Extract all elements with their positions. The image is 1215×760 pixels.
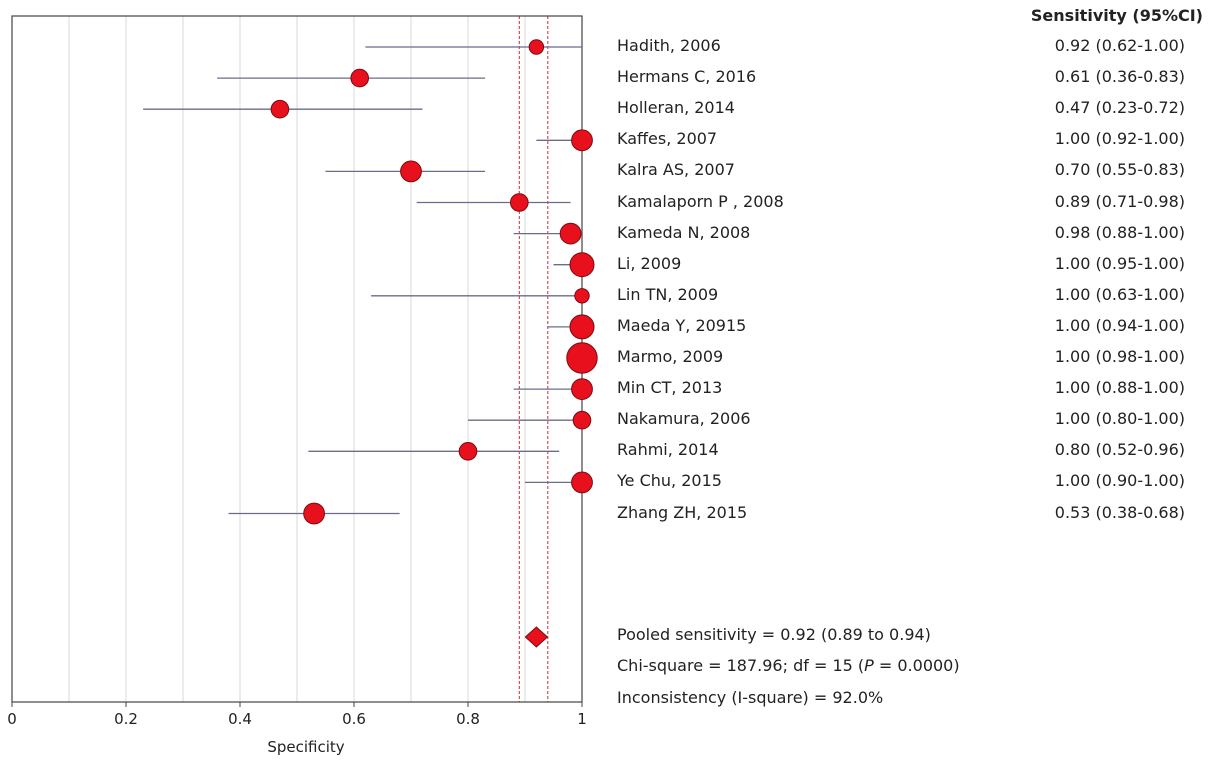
study-ci-text: 0.89 (0.71-0.98) xyxy=(1054,191,1185,211)
study-marker xyxy=(569,314,595,340)
x-tick-label: 0.8 xyxy=(456,710,480,728)
study-ci-text: 1.00 (0.88-1.00) xyxy=(1054,378,1185,398)
study-ci-text: 1.00 (0.95-1.00) xyxy=(1054,253,1185,273)
study-label: Maeda Y, 20915 xyxy=(617,315,747,335)
study-label: Hermans C, 2016 xyxy=(617,67,757,87)
chi-suffix: = 0.0000) xyxy=(873,656,960,675)
study-label: Min CT, 2013 xyxy=(617,378,723,398)
study-ci-text: 0.98 (0.88-1.00) xyxy=(1054,222,1185,242)
study-marker xyxy=(400,160,422,183)
study-marker xyxy=(270,99,290,119)
study-marker xyxy=(569,252,595,278)
chi-square-text: Chi-square = 187.96; df = 15 (P = 0.0000… xyxy=(617,656,960,675)
x-tick-label: 1 xyxy=(577,710,587,728)
study-ci-text: 0.53 (0.38-0.68) xyxy=(1054,502,1185,522)
study-marker xyxy=(510,193,529,212)
study-marker xyxy=(528,39,545,55)
study-marker xyxy=(571,129,593,152)
study-marker xyxy=(303,502,326,525)
x-tick-label: 0.4 xyxy=(228,710,252,728)
study-label: Kaffes, 2007 xyxy=(617,129,718,149)
study-ci-text: 1.00 (0.98-1.00) xyxy=(1054,347,1185,366)
study-ci-text: 0.70 (0.55-0.83) xyxy=(1054,160,1185,180)
x-axis-ticks: 0 0.2 0.4 0.6 0.8 1 xyxy=(7,702,587,728)
study-label: Ye Chu, 2015 xyxy=(617,471,722,491)
study-ci-text: 1.00 (0.94-1.00) xyxy=(1054,315,1185,335)
pooled-diamond-group xyxy=(524,626,549,648)
study-marker xyxy=(566,342,598,374)
study-label: Rahmi, 2014 xyxy=(617,440,719,460)
pooled-sensitivity-text: Pooled sensitivity = 0.92 (0.89 to 0.94) xyxy=(617,625,931,644)
x-tick-label: 0 xyxy=(7,710,17,728)
study-label: Zhang ZH, 2015 xyxy=(617,502,748,522)
study-ci-text: 1.00 (0.90-1.00) xyxy=(1054,471,1185,491)
study-markers xyxy=(143,39,598,525)
study-ci-text: 1.00 (0.63-1.00) xyxy=(1054,284,1185,304)
study-label: Li, 2009 xyxy=(617,253,682,273)
study-label: Holleran, 2014 xyxy=(617,98,735,118)
study-label: Lin TN, 2009 xyxy=(617,284,719,304)
x-tick-label: 0.6 xyxy=(342,710,366,728)
study-ci-text: 0.80 (0.52-0.96) xyxy=(1054,440,1185,460)
study-marker xyxy=(571,378,593,401)
p-symbol: P xyxy=(864,656,874,675)
study-marker xyxy=(571,471,593,494)
study-ci-text: 1.00 (0.80-1.00) xyxy=(1054,409,1185,429)
study-marker xyxy=(572,410,592,430)
column-header: Sensitivity (95%CI) xyxy=(1030,6,1203,25)
study-marker xyxy=(574,288,590,304)
x-axis-label: Specificity xyxy=(267,738,344,756)
grid-lines xyxy=(68,16,526,702)
study-ci-text: 0.47 (0.23-0.72) xyxy=(1054,98,1185,118)
study-label: Kalra AS, 2007 xyxy=(617,160,735,180)
study-ci-text: 0.61 (0.36-0.83) xyxy=(1054,67,1185,87)
study-label: Marmo, 2009 xyxy=(617,347,724,366)
pooled-diamond xyxy=(524,626,549,648)
study-ci-text: 0.92 (0.62-1.00) xyxy=(1054,36,1185,55)
study-marker xyxy=(350,68,370,88)
study-marker xyxy=(559,222,582,245)
chi-prefix: Chi-square = 187.96; df = 15 ( xyxy=(617,656,865,675)
x-tick-label: 0.2 xyxy=(114,710,138,728)
pooled-ci-lines xyxy=(518,16,549,702)
study-label: Kamalaporn P , 2008 xyxy=(617,191,784,211)
study-marker xyxy=(458,442,478,461)
study-label: Nakamura, 2006 xyxy=(617,409,751,429)
study-ci-text: 1.00 (0.92-1.00) xyxy=(1054,129,1185,149)
inconsistency-text: Inconsistency (I-square) = 92.0% xyxy=(617,688,884,707)
study-label: Hadith, 2006 xyxy=(617,36,721,55)
study-label: Kameda N, 2008 xyxy=(617,222,751,242)
